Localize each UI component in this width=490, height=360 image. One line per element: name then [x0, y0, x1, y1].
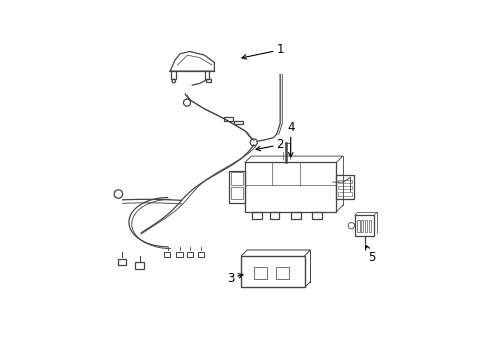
Bar	[224, 117, 233, 121]
Bar	[176, 252, 183, 257]
Text: 1: 1	[242, 44, 284, 59]
Bar	[197, 252, 204, 257]
Bar	[337, 175, 354, 199]
Bar	[252, 212, 262, 219]
Bar	[206, 78, 211, 82]
Bar	[270, 212, 279, 219]
Bar	[229, 171, 245, 203]
Bar	[365, 220, 368, 232]
Text: 3: 3	[227, 272, 243, 285]
Bar	[231, 187, 243, 199]
Bar	[234, 121, 243, 125]
Bar	[338, 192, 351, 195]
Bar	[118, 259, 126, 265]
Bar	[357, 220, 360, 232]
Bar	[245, 162, 337, 212]
Bar	[355, 215, 374, 236]
Bar	[361, 220, 364, 232]
Text: 2: 2	[256, 138, 284, 151]
Text: 4: 4	[287, 121, 294, 157]
Bar	[231, 172, 243, 185]
Bar	[338, 186, 351, 189]
Bar	[338, 180, 351, 183]
Bar	[254, 267, 267, 279]
Bar	[369, 220, 371, 232]
Bar	[135, 262, 144, 269]
Bar	[291, 212, 300, 219]
Bar	[187, 252, 194, 257]
Text: 5: 5	[366, 245, 375, 264]
Bar	[312, 212, 321, 219]
Bar	[164, 252, 171, 257]
Bar	[276, 267, 289, 279]
Bar	[242, 256, 305, 287]
